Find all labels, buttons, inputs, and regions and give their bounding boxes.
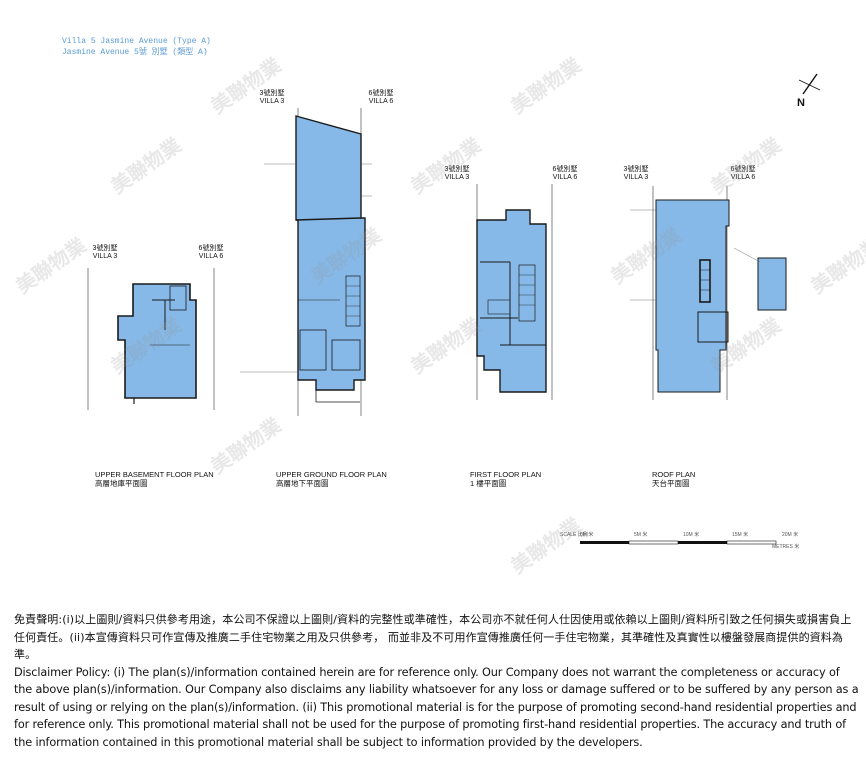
plan-label-first-floor: FIRST FLOOR PLAN 1 樓平面圖 xyxy=(470,470,541,488)
first-floor-area xyxy=(476,209,547,393)
plan1-villa6-tag: 6號別墅 VILLA 6 xyxy=(194,245,228,261)
plan1-villa3-tag: 3號別墅 VILLA 3 xyxy=(88,245,122,261)
plan-label-upper-basement: UPPER BASEMENT FLOOR PLAN 高層地庫平面圖 xyxy=(95,470,214,488)
disclaimer-zh: 免責聲明:(i)以上圖則/資料只供參考用途，本公司不保證以上圖則/資料的完整性或… xyxy=(14,613,852,661)
drawing-title-en: Villa 5 Jasmine Avenue (Type A) xyxy=(62,37,211,46)
plan-label-en: FIRST FLOOR PLAN xyxy=(470,470,542,479)
villa6-zh: 6號別墅 xyxy=(368,90,394,97)
disclaimer: 免責聲明:(i)以上圖則/資料只供參考用途，本公司不保證以上圖則/資料的完整性或… xyxy=(14,611,859,751)
plan3-villa6-tag: 6號別墅 VILLA 6 xyxy=(548,166,582,182)
villa3-zh: 3號別墅 xyxy=(92,245,118,252)
plan-label-zh: 1 樓平面圖 xyxy=(470,479,507,488)
upper-roof-area xyxy=(757,257,787,311)
upper-ground-plan xyxy=(240,108,372,416)
ground-floor-area xyxy=(295,115,366,391)
scale-label: SCALE 比例 xyxy=(560,532,588,538)
scale-mark-20: 20M 米 xyxy=(782,532,799,538)
villa6-en: VILLA 6 xyxy=(552,174,578,181)
drawing-title-zh: Jasmine Avenue 5號 別墅 (類型 A) xyxy=(62,48,208,57)
roof-area xyxy=(655,199,730,393)
roof-plan xyxy=(630,186,787,400)
villa3-zh: 3號別墅 xyxy=(259,90,285,97)
villa3-en: VILLA 3 xyxy=(623,174,649,181)
villa3-zh: 3號別墅 xyxy=(623,166,649,173)
scale-mark-0: 0M 米 xyxy=(580,532,594,538)
basement-floor-area xyxy=(117,283,197,399)
scale-legend: SCALE 比例 0M 米 5M 米 10M 米 15M 米 20M 米 MET… xyxy=(560,528,860,558)
scale-mark-10: 10M 米 xyxy=(683,532,700,538)
plan3-villa3-tag: 3號別墅 VILLA 3 xyxy=(440,166,474,182)
villa6-en: VILLA 6 xyxy=(198,253,224,260)
plan2-villa3-tag: 3號別墅 VILLA 3 xyxy=(255,90,289,106)
villa3-en: VILLA 3 xyxy=(444,174,470,181)
drawing-title: Villa 5 Jasmine Avenue (Type A) Jasmine … xyxy=(62,36,211,58)
upper-basement-plan xyxy=(87,268,215,410)
villa6-zh: 6號別墅 xyxy=(552,166,578,173)
scale-mark-15: 15M 米 xyxy=(732,532,749,538)
north-label: N xyxy=(797,97,805,109)
plan-label-zh: 天台平面圖 xyxy=(652,479,690,488)
plan4-villa6-tag: 6號別墅 VILLA 6 xyxy=(726,166,760,182)
plan-label-upper-ground: UPPER GROUND FLOOR PLAN 高層地下平面圖 xyxy=(276,470,387,488)
villa6-zh: 6號別墅 xyxy=(198,245,224,252)
scale-bar xyxy=(580,540,777,545)
plan2-villa6-tag: 6號別墅 VILLA 6 xyxy=(364,90,398,106)
scale-mark-5: 5M 米 xyxy=(634,532,648,538)
plan-label-en: ROOF PLAN xyxy=(652,470,696,479)
disclaimer-en: Disclaimer Policy: (i) The plan(s)/infor… xyxy=(14,665,859,749)
north-arrow-icon xyxy=(798,73,821,95)
first-floor-plan xyxy=(476,184,553,400)
floor-plans-drawing xyxy=(87,73,821,545)
villa3-zh: 3號別墅 xyxy=(444,166,470,173)
plan-label-zh: 高層地庫平面圖 xyxy=(95,479,148,488)
plan-label-en: UPPER GROUND FLOOR PLAN xyxy=(276,470,387,479)
plan-label-roof: ROOF PLAN 天台平面圖 xyxy=(652,470,695,488)
villa6-en: VILLA 6 xyxy=(730,174,756,181)
villa3-en: VILLA 3 xyxy=(259,98,285,105)
plan-label-zh: 高層地下平面圖 xyxy=(276,479,329,488)
villa6-en: VILLA 6 xyxy=(368,98,394,105)
plan4-villa3-tag: 3號別墅 VILLA 3 xyxy=(619,166,653,182)
scale-unit: METRES 米 xyxy=(772,544,800,550)
plan-label-en: UPPER BASEMENT FLOOR PLAN xyxy=(95,470,214,479)
villa3-en: VILLA 3 xyxy=(92,253,118,260)
villa6-zh: 6號別墅 xyxy=(730,166,756,173)
